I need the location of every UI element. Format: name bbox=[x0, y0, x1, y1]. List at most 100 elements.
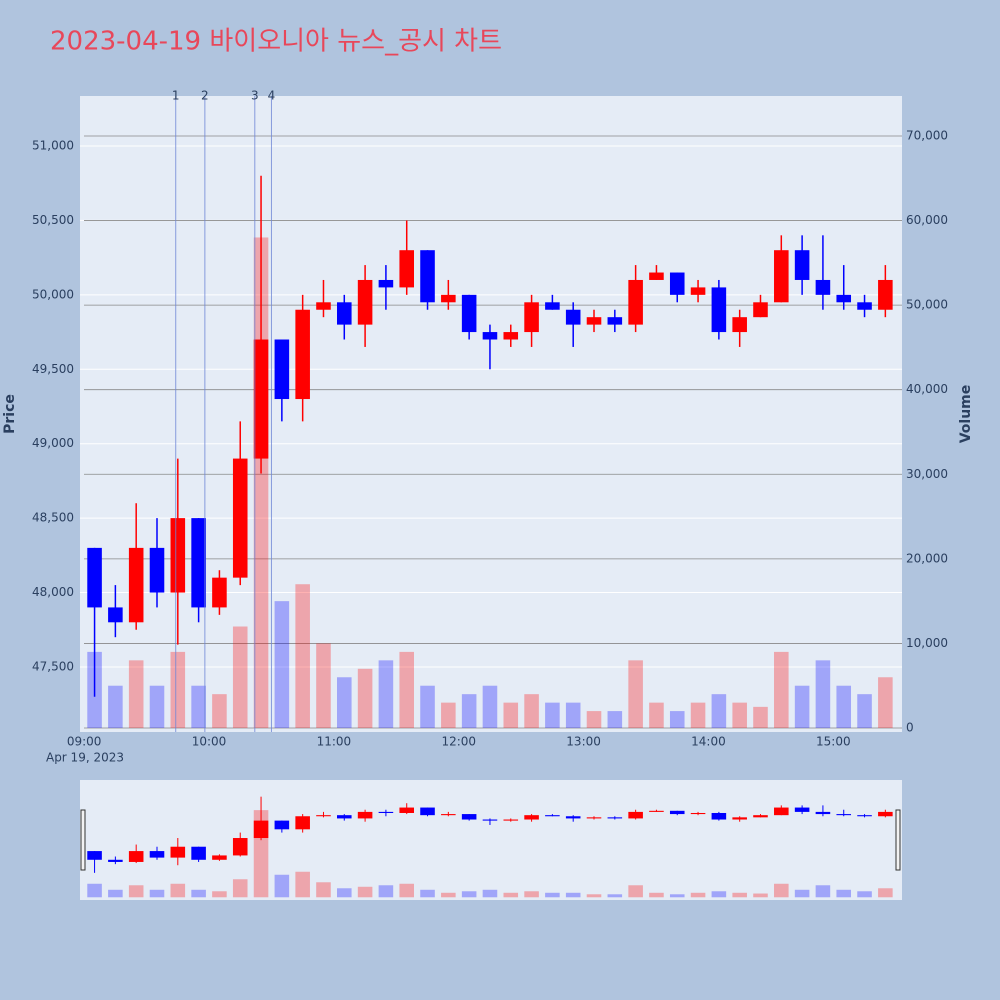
slider-volume-bar bbox=[295, 871, 310, 898]
chart-title: 2023-04-19 바이오니아 뉴스_공시 차트 bbox=[50, 27, 502, 57]
volume-bar bbox=[420, 685, 435, 728]
candle-body bbox=[774, 250, 789, 303]
volume-bar bbox=[128, 660, 144, 728]
slider-volume-bar bbox=[441, 892, 456, 898]
slider-volume-bar bbox=[753, 893, 768, 898]
slider-volume-bar bbox=[399, 883, 415, 898]
volume-bar bbox=[878, 677, 893, 728]
slider-volume-bar bbox=[482, 889, 498, 898]
volume-bar bbox=[628, 660, 643, 728]
slider-volume-bar bbox=[274, 874, 290, 898]
volume-bar bbox=[357, 668, 373, 728]
y2-axis-title: Volume bbox=[958, 385, 974, 444]
slider-volume-bar bbox=[232, 879, 248, 898]
slider-volume-bar bbox=[378, 885, 394, 898]
candle-body bbox=[87, 547, 102, 608]
volume-bar bbox=[212, 694, 227, 728]
x-tick-label: 09:00 bbox=[67, 735, 102, 749]
slider-volume-bar bbox=[212, 891, 227, 898]
slider-candle-body bbox=[794, 807, 810, 812]
y2-tick-label: 10,000 bbox=[906, 636, 948, 650]
slider-volume-bar bbox=[149, 889, 165, 898]
candle-body bbox=[191, 518, 206, 608]
slider-volume-bar bbox=[461, 891, 477, 898]
candle-body bbox=[212, 577, 227, 608]
x-tick-label: 15:00 bbox=[816, 735, 851, 749]
slider-candle-body bbox=[669, 810, 685, 815]
slider-volume-bar bbox=[815, 885, 831, 898]
slider-volume-bar bbox=[87, 883, 102, 898]
slider-volume-bar bbox=[669, 894, 685, 898]
candle-body bbox=[420, 250, 435, 303]
y2-tick-label: 30,000 bbox=[906, 467, 948, 481]
candle-body bbox=[711, 287, 727, 333]
slider-volume-bar bbox=[836, 889, 852, 898]
y-tick-label: 51,000 bbox=[32, 139, 74, 153]
candle-body bbox=[836, 294, 852, 303]
candle-body bbox=[586, 317, 602, 325]
slider-candle-body bbox=[232, 838, 248, 856]
range-slider[interactable] bbox=[80, 780, 902, 900]
slider-candle-body bbox=[628, 811, 643, 819]
slider-candle-body bbox=[420, 807, 435, 816]
plot-area bbox=[80, 96, 902, 732]
candle-body bbox=[108, 607, 123, 623]
slider-candle-body bbox=[565, 816, 581, 819]
slider-candle-body bbox=[337, 815, 352, 819]
candle-body bbox=[149, 547, 165, 593]
slider-candle-body bbox=[690, 812, 706, 815]
volume-bar bbox=[711, 694, 727, 728]
slider-volume-bar bbox=[524, 891, 539, 898]
y2-tick-label: 60,000 bbox=[906, 213, 948, 227]
slider-candle-body bbox=[108, 859, 123, 862]
slider-candle-body bbox=[607, 817, 623, 819]
volume-bar bbox=[586, 711, 602, 728]
y2-tick-label: 40,000 bbox=[906, 382, 948, 396]
volume-bar bbox=[607, 711, 623, 728]
slider-candle-body bbox=[357, 811, 373, 819]
volume-bar bbox=[461, 694, 477, 728]
slider-handle-right[interactable] bbox=[895, 809, 901, 871]
volume-bar bbox=[815, 660, 831, 728]
volume-bar bbox=[191, 685, 206, 728]
candle-body bbox=[357, 279, 373, 325]
slider-volume-bar bbox=[337, 888, 352, 898]
volume-bar bbox=[774, 651, 789, 728]
slider-volume-bar bbox=[128, 885, 144, 898]
slider-candle-body bbox=[711, 812, 727, 820]
volume-bar bbox=[232, 626, 248, 728]
slider-volume-bar bbox=[628, 885, 643, 898]
slider-candle-body bbox=[274, 820, 290, 830]
volume-bar bbox=[337, 677, 352, 728]
volume-bar bbox=[690, 702, 706, 728]
slider-candle-body bbox=[378, 811, 394, 813]
slider-candle-body bbox=[732, 817, 747, 820]
volume-bar bbox=[669, 711, 685, 728]
slider-candle-body bbox=[87, 851, 102, 860]
slider-candle-body bbox=[545, 815, 560, 817]
volume-bar bbox=[753, 706, 768, 728]
x-tick-label: 11:00 bbox=[317, 735, 352, 749]
volume-bar bbox=[732, 702, 747, 728]
x-tick-label: 10:00 bbox=[192, 735, 227, 749]
candle-body bbox=[732, 317, 747, 333]
slider-volume-bar bbox=[503, 892, 519, 898]
y2-tick-label: 0 bbox=[906, 720, 914, 734]
slider-volume-bar bbox=[649, 892, 664, 898]
volume-bar bbox=[108, 685, 123, 728]
volume-bar bbox=[149, 685, 165, 728]
candle-body bbox=[878, 279, 893, 310]
y2-tick-label: 20,000 bbox=[906, 551, 948, 565]
slider-volume-bar bbox=[857, 891, 872, 898]
candle-body bbox=[815, 279, 831, 295]
slider-volume-bar bbox=[170, 883, 186, 898]
slider-volume-bar bbox=[191, 889, 206, 898]
volume-bar bbox=[503, 702, 519, 728]
slider-candle-body bbox=[253, 820, 269, 839]
slider-volume-bar bbox=[774, 883, 789, 898]
slider-candle-body bbox=[191, 846, 206, 860]
candle-body bbox=[857, 302, 872, 310]
candle-body bbox=[503, 332, 519, 340]
slider-handle-left[interactable] bbox=[80, 809, 86, 871]
